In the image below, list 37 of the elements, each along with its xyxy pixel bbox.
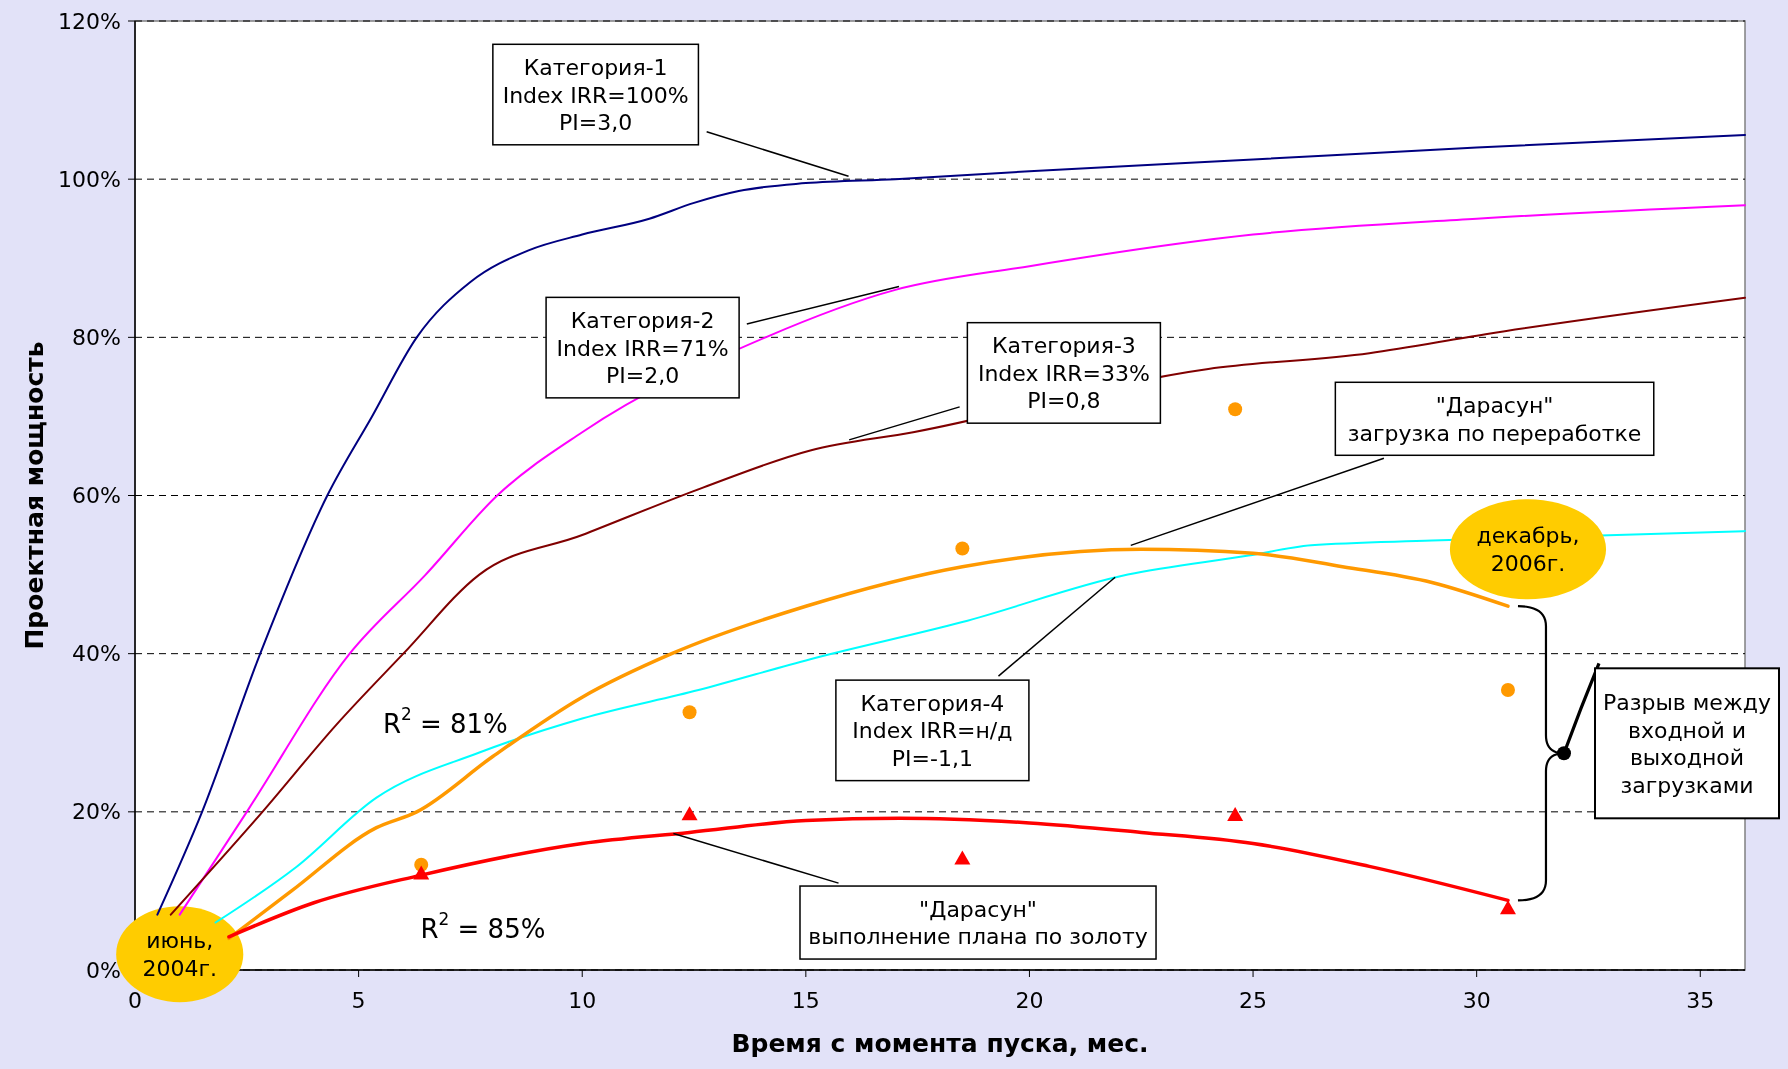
x-tick-label: 15	[791, 987, 820, 1013]
point	[954, 850, 971, 865]
text: Категория-1 Index IRR=100% PI=3,0	[502, 54, 689, 135]
series-label: Категория-4 Index IRR=н/д PI=-1,1	[852, 690, 1013, 771]
y-axis-title: Проектная мощность	[19, 341, 49, 650]
x-tick-label: 25	[1239, 987, 1268, 1013]
point	[1499, 900, 1516, 915]
point	[682, 705, 697, 720]
x-axis-title: Время с момента пуска, мес.	[731, 1029, 1149, 1058]
y-tick-label: 40%	[72, 641, 121, 667]
point	[681, 806, 698, 821]
y-tick-label: 120%	[58, 8, 121, 34]
point	[1227, 807, 1244, 821]
x-tick-label: 35	[1686, 987, 1715, 1013]
point	[955, 541, 970, 556]
annotation: декабрь, 2006г.	[1476, 522, 1580, 576]
x-tick-label: 10	[568, 987, 597, 1013]
y-tick-label: 0%	[86, 957, 121, 983]
y-tick-label: 20%	[72, 799, 121, 825]
x-tick-label: 30	[1462, 987, 1491, 1013]
annotation: R$^{2}$ = 85%	[420, 908, 546, 944]
y-tick-label: 100%	[58, 166, 121, 192]
x-tick-label: 20	[1015, 987, 1044, 1013]
annotation: Разрыв между входной и выходной загрузками	[1603, 689, 1771, 798]
series-label: Категория-2 Index IRR=71% PI=2,0	[556, 307, 729, 388]
point	[1500, 683, 1515, 698]
x-tick-label: 0	[128, 987, 142, 1013]
y-tick-label: 80%	[72, 324, 121, 350]
point	[1228, 402, 1243, 417]
text: "Дарасун" загрузка по переработке	[1347, 392, 1642, 446]
series-label: Категория-3 Index IRR=33% PI=0,8	[977, 332, 1150, 413]
y-tick-label: 60%	[72, 483, 121, 508]
annotation: R$^{2}$ = 81%	[382, 704, 508, 740]
annotation: июнь, 2004г.	[142, 927, 217, 981]
x-tick-label: 5	[351, 987, 366, 1013]
point	[413, 865, 430, 880]
text: "Дарасун" выполнение плана по золоту	[808, 896, 1148, 949]
